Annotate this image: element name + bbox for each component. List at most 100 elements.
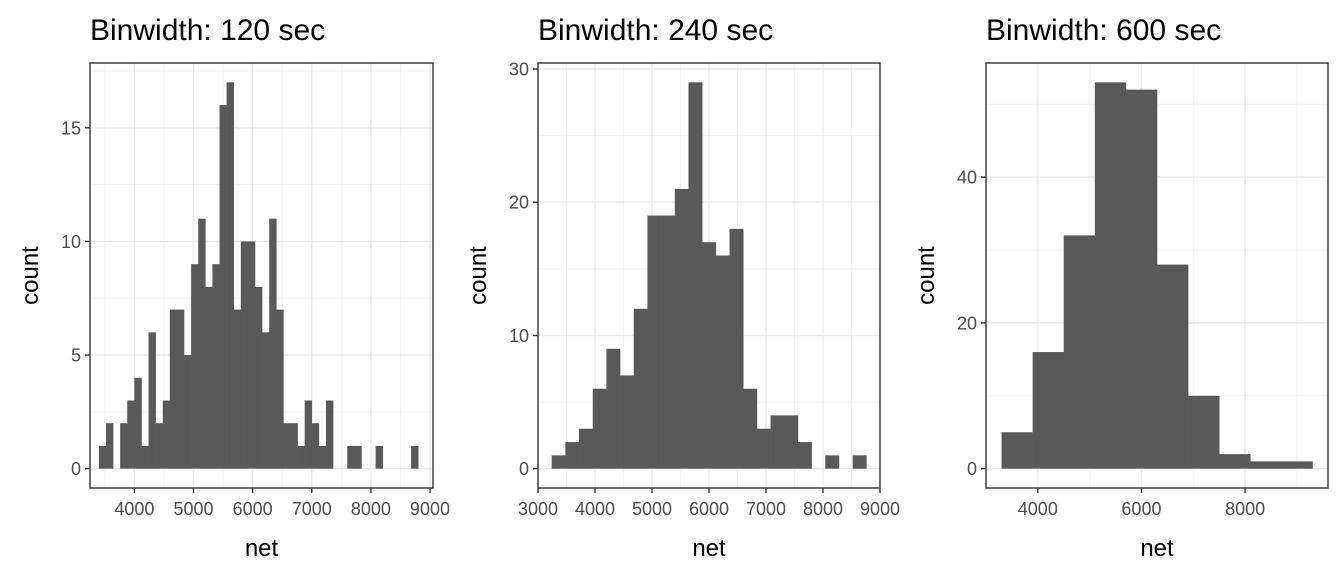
histogram-bar (205, 286, 213, 469)
x-tick-label: 8000 (1225, 499, 1265, 519)
y-tick-label: 30 (509, 59, 529, 79)
histogram-panel-3: 4000 6000 8000 0 20 40 Binwidth: 600 sec net cou… (913, 14, 1329, 562)
x-tick-label: 7000 (292, 499, 332, 519)
histogram-bar (347, 445, 355, 469)
histogram-bar (1157, 264, 1189, 469)
histogram-bar (674, 188, 689, 469)
histogram-bar (1001, 432, 1033, 469)
histogram-panel-2: 3000 4000 5000 6000 7000 8000 9000 0 10 20 30 Binwi… (465, 14, 900, 562)
histogram-panel-1: 4000 5000 6000 7000 8000 9000 0 5 10 15 Binwidth: … (17, 14, 450, 562)
histogram-bar (127, 400, 135, 469)
histogram-bar (304, 400, 313, 469)
histogram-bar (247, 241, 256, 469)
x-axis-title: net (1140, 535, 1174, 562)
histogram-bar (784, 415, 799, 469)
histogram-bar (606, 348, 621, 469)
histogram-bar (1188, 395, 1220, 469)
histogram-bar (283, 423, 291, 469)
x-tick-label: 8000 (351, 499, 391, 519)
histogram-bar (148, 332, 156, 469)
histogram-bar (98, 445, 107, 469)
histogram-bar (375, 445, 384, 469)
x-tick-label: 4000 (1018, 499, 1058, 519)
histogram-bar (233, 309, 242, 469)
histogram-bar (226, 82, 235, 469)
histogram-bar (743, 388, 758, 469)
x-tick-label: 9000 (860, 499, 900, 519)
chart-title: Binwidth: 240 sec (538, 14, 773, 47)
y-tick-label: 5 (71, 346, 81, 366)
x-axis-title: net (245, 535, 279, 562)
chart-title: Binwidth: 600 sec (986, 14, 1221, 47)
y-axis-title: count (913, 246, 940, 305)
histogram-bar (702, 242, 717, 469)
histogram-bars (551, 82, 867, 469)
x-tick-label: 8000 (803, 499, 843, 519)
y-tick-label: 20 (509, 193, 529, 213)
histogram-bar (134, 377, 142, 469)
x-tick-label: 4000 (114, 499, 154, 519)
histogram-bar (120, 423, 128, 469)
histogram-bar (770, 415, 785, 469)
y-tick-label: 10 (61, 232, 81, 252)
histogram-bar (647, 215, 662, 469)
histogram-bar (318, 445, 327, 469)
histogram-bar (1125, 89, 1158, 469)
x-tick-label: 5000 (173, 499, 213, 519)
histogram-bar (565, 442, 580, 469)
histogram-bar (191, 264, 199, 469)
histogram-bar (162, 400, 171, 469)
y-tick-label: 40 (957, 168, 977, 188)
histogram-bar (715, 255, 730, 469)
histogram-bar (825, 455, 840, 469)
histogram-bar (169, 309, 178, 469)
histogram-bar (592, 388, 607, 469)
y-tick-label: 20 (957, 313, 977, 333)
x-tick-label: 3000 (518, 499, 558, 519)
x-tick-label: 6000 (689, 499, 729, 519)
histogram-bar (219, 105, 227, 469)
histogram-bar (1219, 454, 1251, 469)
x-tick-label: 6000 (233, 499, 273, 519)
histogram-bar (579, 428, 594, 469)
histogram-bar (240, 241, 249, 469)
histogram-bar (184, 355, 192, 469)
histogram-bar (411, 445, 419, 469)
y-tick-label: 0 (519, 459, 529, 479)
x-axis-title: net (692, 535, 726, 562)
histogram-bar (212, 264, 220, 469)
histogram-bar (354, 445, 362, 469)
x-tick-label: 4000 (575, 499, 615, 519)
histogram-bar (297, 445, 305, 469)
x-tick-label: 5000 (632, 499, 672, 519)
histogram-bar (262, 332, 270, 469)
y-tick-label: 0 (71, 459, 81, 479)
x-tick-label: 7000 (746, 499, 786, 519)
histogram-bar (688, 82, 703, 469)
histogram-bar (1063, 235, 1096, 469)
histogram-bar (756, 428, 771, 469)
histogram-bar (141, 445, 149, 469)
y-tick-label: 0 (967, 459, 977, 479)
histogram-bar (276, 309, 284, 469)
histogram-bar (852, 455, 867, 469)
histogram-bar (633, 308, 648, 469)
histogram-bar (797, 442, 812, 469)
y-tick-label: 15 (61, 118, 81, 138)
histogram-bar (1281, 461, 1313, 469)
x-tick-label: 6000 (1121, 499, 1161, 519)
y-tick-label: 10 (509, 326, 529, 346)
histogram-bar (551, 455, 566, 469)
histogram-bar (1032, 352, 1065, 469)
panel-border (89, 62, 434, 489)
histogram-bar (290, 423, 298, 469)
histogram-bar (254, 286, 263, 469)
histogram-bars (1001, 82, 1313, 469)
histogram-bar (661, 215, 676, 469)
histogram-bar (620, 375, 635, 469)
histogram-bar (1250, 461, 1282, 469)
panel-border (985, 62, 1329, 489)
histogram-bar (176, 309, 185, 469)
y-axis-title: count (465, 246, 492, 305)
